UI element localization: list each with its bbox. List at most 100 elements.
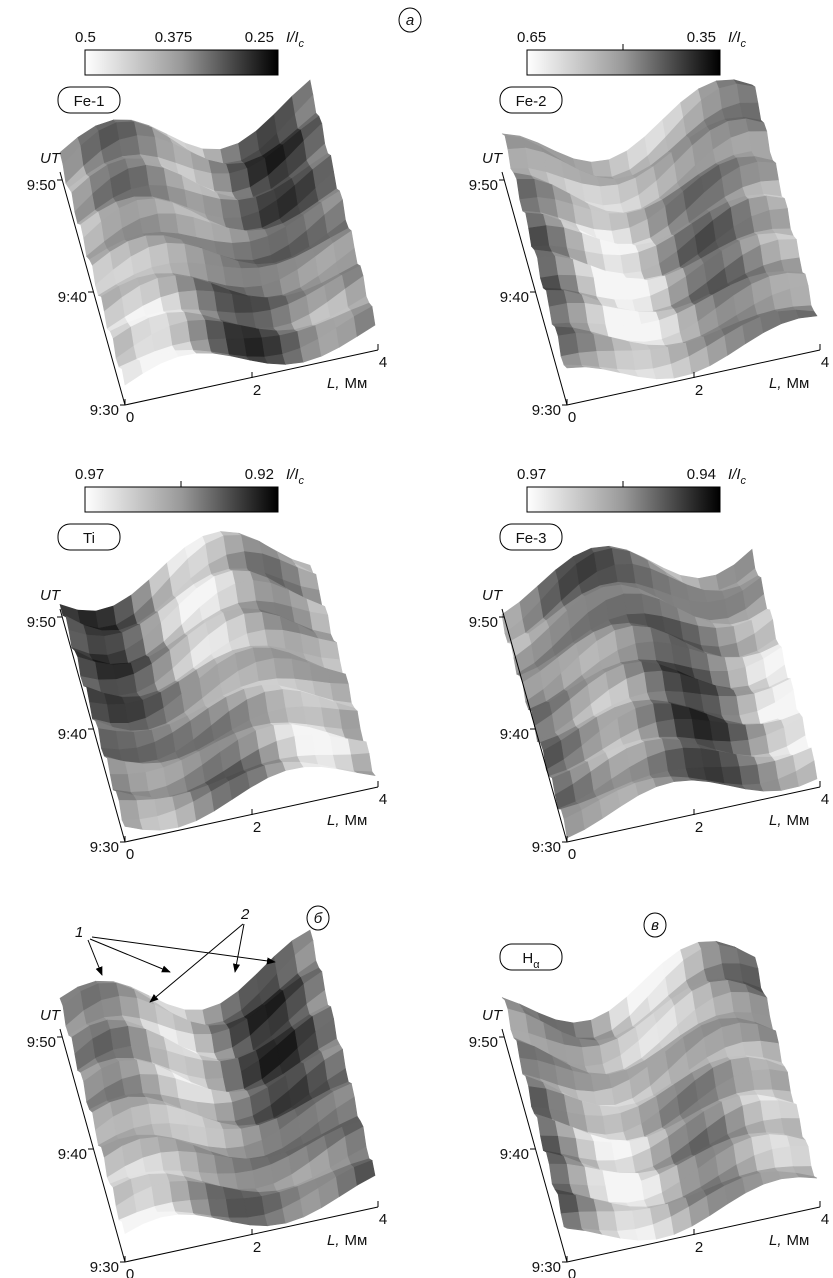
surface-cell [508, 148, 529, 169]
y-tick-label: 9:50 [27, 1034, 56, 1051]
x-axis-label-var: L, [769, 812, 782, 829]
surface-cell [615, 1211, 636, 1231]
surface-cell [149, 1104, 170, 1124]
colorbar-tick-label: 0.97 [75, 466, 104, 483]
surface-cell [636, 642, 657, 661]
surface-cell [561, 1212, 582, 1228]
surface-cell [692, 719, 713, 741]
x-axis-unit: Мм [345, 375, 368, 392]
surface-cell [597, 1212, 618, 1231]
surface-cell [778, 310, 799, 324]
surface-cell [645, 671, 666, 693]
surface-cell [520, 197, 541, 212]
colorbar-gradient [527, 487, 720, 512]
surface-cell [319, 639, 340, 660]
surface-cell [749, 132, 770, 152]
series-name: Fe-1 [74, 93, 105, 110]
surface-cell [96, 606, 117, 628]
surface-cell [600, 1230, 621, 1238]
y-tick-label: 9:40 [58, 726, 87, 743]
panel-label: в [651, 917, 659, 934]
surface-cell [137, 799, 158, 819]
colorbar-unit-main: I/I [286, 29, 299, 46]
x-tick-label: 0 [126, 846, 134, 863]
colorbar: 0.650.35I/Ic [517, 29, 747, 75]
x-axis-label: L,Мм [327, 812, 367, 829]
surface-cell [226, 339, 247, 357]
surface-cell [87, 635, 108, 655]
colorbar-unit-sub: c [741, 38, 747, 50]
y-axis-label: UT [40, 150, 62, 167]
surface-cell [348, 739, 369, 755]
surface-cell [537, 256, 558, 278]
surface-cell [241, 268, 262, 288]
surface-cell [283, 762, 304, 770]
colorbar-tick-label: 0.97 [517, 466, 546, 483]
surface-cell [585, 1115, 606, 1134]
surface-cell [582, 1046, 603, 1067]
x-axis-label: L,Мм [769, 812, 809, 829]
colorbar-unit: I/Ic [728, 466, 747, 487]
surface-cell [206, 1128, 227, 1149]
surface-cell [304, 707, 325, 727]
surface-cell [116, 731, 137, 749]
x-tick-label: 0 [126, 409, 134, 426]
y-tick-label: 9:30 [532, 402, 561, 419]
annotation-arrow [92, 937, 275, 962]
figure: абв0.50.3750.25I/Ic0.650.35I/Ic0.970.92I… [0, 0, 833, 1278]
surface-cell [796, 310, 817, 318]
panel: 9:509:409:30024UTL,МмFe-3 [469, 524, 829, 863]
panel-label: а [406, 12, 414, 29]
colorbar-unit-main: I/I [728, 466, 741, 483]
surface-cell [633, 626, 654, 644]
x-axis-label: L,Мм [327, 1232, 367, 1249]
y-tick-label: 9:40 [58, 289, 87, 306]
surface-cell [205, 320, 226, 340]
surface-cell [119, 748, 140, 763]
surface-cell [540, 275, 561, 289]
surface-cell [790, 286, 811, 307]
x-tick-label: 2 [253, 382, 261, 399]
x-tick-label: 0 [568, 846, 576, 863]
surface-cell [558, 1194, 579, 1213]
y-axis-label: UT [40, 1007, 62, 1024]
surface-cell [564, 365, 585, 368]
surface-cell [743, 784, 764, 791]
x-tick-label: 2 [695, 1239, 703, 1256]
x-tick-label: 2 [253, 1239, 261, 1256]
surface-cell [119, 800, 140, 820]
surface-cell [226, 1199, 247, 1218]
surface-cell [549, 1164, 570, 1184]
surface-cell [194, 1034, 215, 1053]
surface-cell [110, 1026, 131, 1050]
colorbar-tick-label: 0.375 [155, 29, 193, 46]
surface-cell [354, 771, 375, 776]
y-tick-label: 9:30 [90, 839, 119, 856]
surface-cell [612, 548, 633, 565]
surface-cell [540, 1136, 561, 1154]
surface-cell [179, 291, 200, 310]
colorbar-tick-label: 0.94 [687, 466, 716, 483]
colorbar-unit-sub: c [299, 475, 305, 487]
surface-cell [208, 1199, 229, 1218]
x-axis-label-var: L, [327, 812, 340, 829]
colorbar-gradient [527, 50, 720, 75]
surface-cell [778, 1101, 799, 1119]
surface-cell [128, 772, 149, 792]
surface-cell [576, 333, 597, 353]
x-tick-label: 2 [695, 382, 703, 399]
surface-cell [517, 179, 538, 199]
series-name-main: Fe-3 [516, 530, 547, 547]
colorbar-unit-main: I/I [286, 466, 299, 483]
surface-cell [761, 1101, 782, 1121]
colorbar: 0.970.92I/Ic [75, 466, 305, 512]
surface-cell [624, 1181, 645, 1203]
x-axis-label-var: L, [327, 1232, 340, 1249]
surface-cell [256, 658, 277, 681]
surface-cell [740, 765, 761, 785]
surface-cell [597, 351, 618, 369]
surface-cell [283, 690, 304, 709]
surface-cell [731, 740, 752, 756]
